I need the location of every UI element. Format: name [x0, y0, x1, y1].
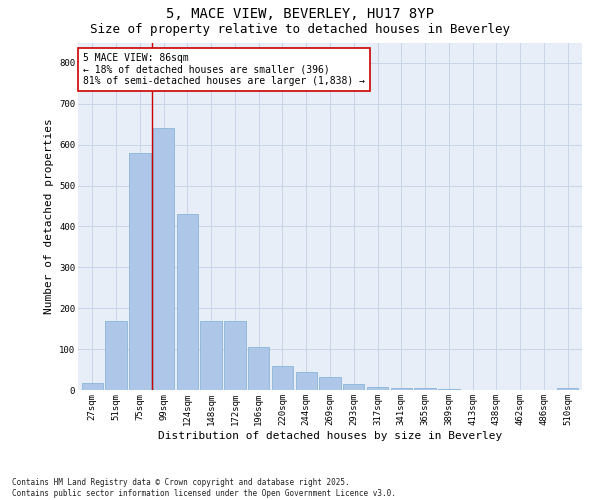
Bar — [415, 388, 436, 390]
Bar — [557, 388, 578, 390]
Bar — [200, 320, 222, 390]
Text: 5 MACE VIEW: 86sqm
← 18% of detached houses are smaller (396)
81% of semi-detach: 5 MACE VIEW: 86sqm ← 18% of detached hou… — [83, 53, 365, 86]
Text: Size of property relative to detached houses in Beverley: Size of property relative to detached ho… — [90, 22, 510, 36]
Bar — [176, 214, 198, 390]
Bar — [129, 153, 151, 390]
Bar — [82, 383, 103, 390]
Bar — [248, 347, 269, 390]
Bar — [296, 372, 317, 390]
Bar — [367, 386, 388, 390]
Bar — [272, 366, 293, 390]
Bar — [224, 320, 245, 390]
Bar — [343, 384, 364, 390]
X-axis label: Distribution of detached houses by size in Beverley: Distribution of detached houses by size … — [158, 430, 502, 440]
Text: 5, MACE VIEW, BEVERLEY, HU17 8YP: 5, MACE VIEW, BEVERLEY, HU17 8YP — [166, 8, 434, 22]
Bar — [106, 322, 127, 390]
Bar — [438, 389, 460, 390]
Text: Contains HM Land Registry data © Crown copyright and database right 2025.
Contai: Contains HM Land Registry data © Crown c… — [12, 478, 396, 498]
Bar — [319, 376, 341, 390]
Y-axis label: Number of detached properties: Number of detached properties — [44, 118, 53, 314]
Bar — [391, 388, 412, 390]
Bar — [153, 128, 174, 390]
